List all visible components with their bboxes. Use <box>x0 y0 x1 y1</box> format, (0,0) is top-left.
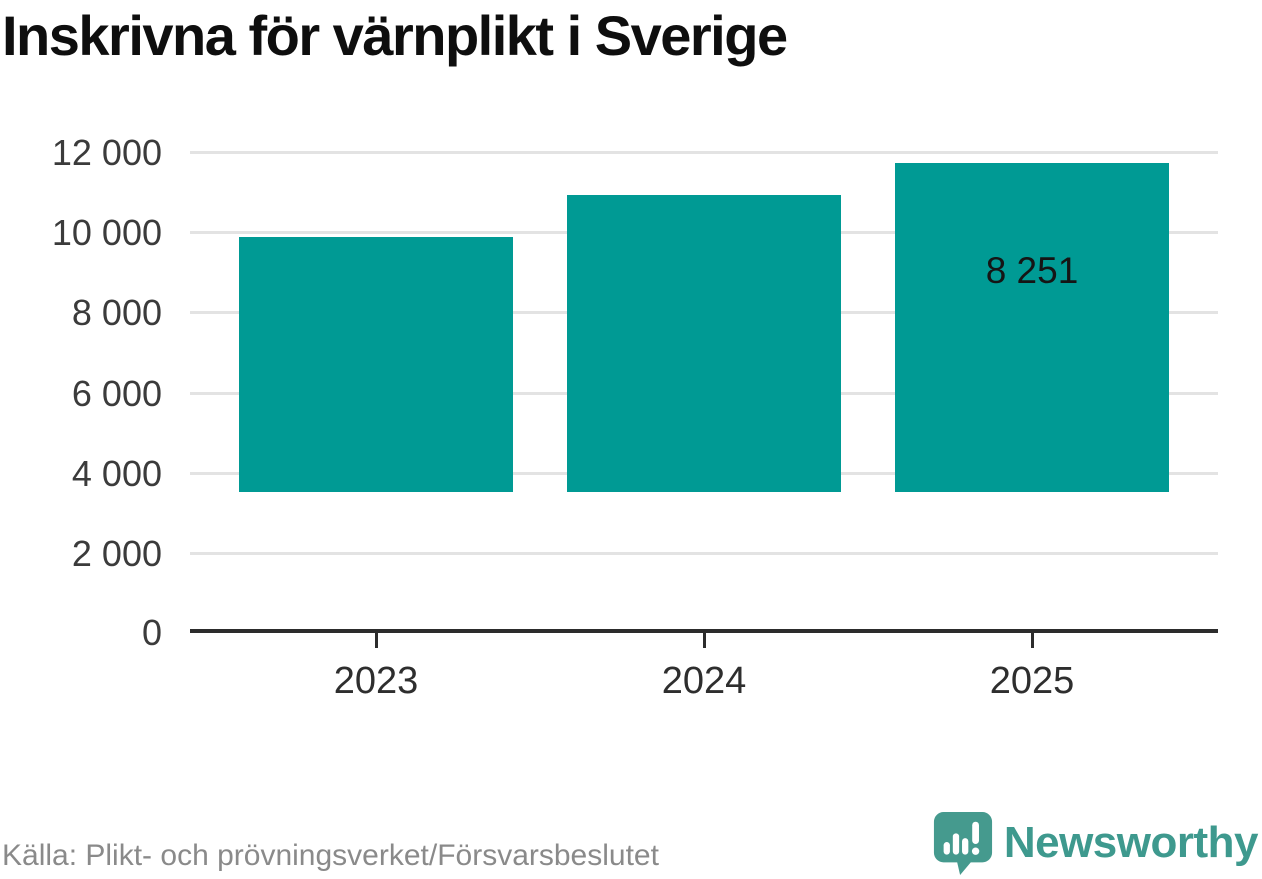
gridline-12000 <box>190 151 1218 154</box>
bar-2025 <box>895 163 1169 492</box>
x-tick-2024 <box>703 633 706 648</box>
newsworthy-logo: Newsworthy <box>932 809 1259 877</box>
x-axis-line <box>190 629 1218 633</box>
x-tick-label-2025: 2025 <box>989 660 1075 702</box>
y-tick-label: 8 000 <box>71 292 162 333</box>
chart-title: Inskrivna för värnplikt i Sverige <box>2 4 788 67</box>
x-tick-2025 <box>1031 633 1034 648</box>
y-tick-label: 2 000 <box>71 533 162 574</box>
newsworthy-logo-icon <box>933 812 992 875</box>
y-tick-label: 4 000 <box>71 453 162 494</box>
x-tick-2023 <box>375 633 378 648</box>
newsworthy-wordmark: Newsworthy <box>1003 818 1259 867</box>
y-tick-label: 6 000 <box>71 373 162 414</box>
y-tick-label: 0 <box>141 612 162 653</box>
bar-2024 <box>567 195 841 492</box>
gridline-2000 <box>190 552 1218 555</box>
plot-area: 12 000 10 000 8 000 6 000 4 000 2 000 0 … <box>51 132 1218 702</box>
y-tick-label: 12 000 <box>51 132 162 173</box>
bar-value-label-2025: 8 251 <box>985 250 1079 291</box>
x-tick-label-2024: 2024 <box>661 660 747 702</box>
source-note: Källa: Plikt- och prövningsverket/Försva… <box>2 839 659 872</box>
y-tick-label: 10 000 <box>51 212 162 253</box>
bar-2023 <box>239 237 513 492</box>
x-tick-label-2023: 2023 <box>333 660 419 702</box>
